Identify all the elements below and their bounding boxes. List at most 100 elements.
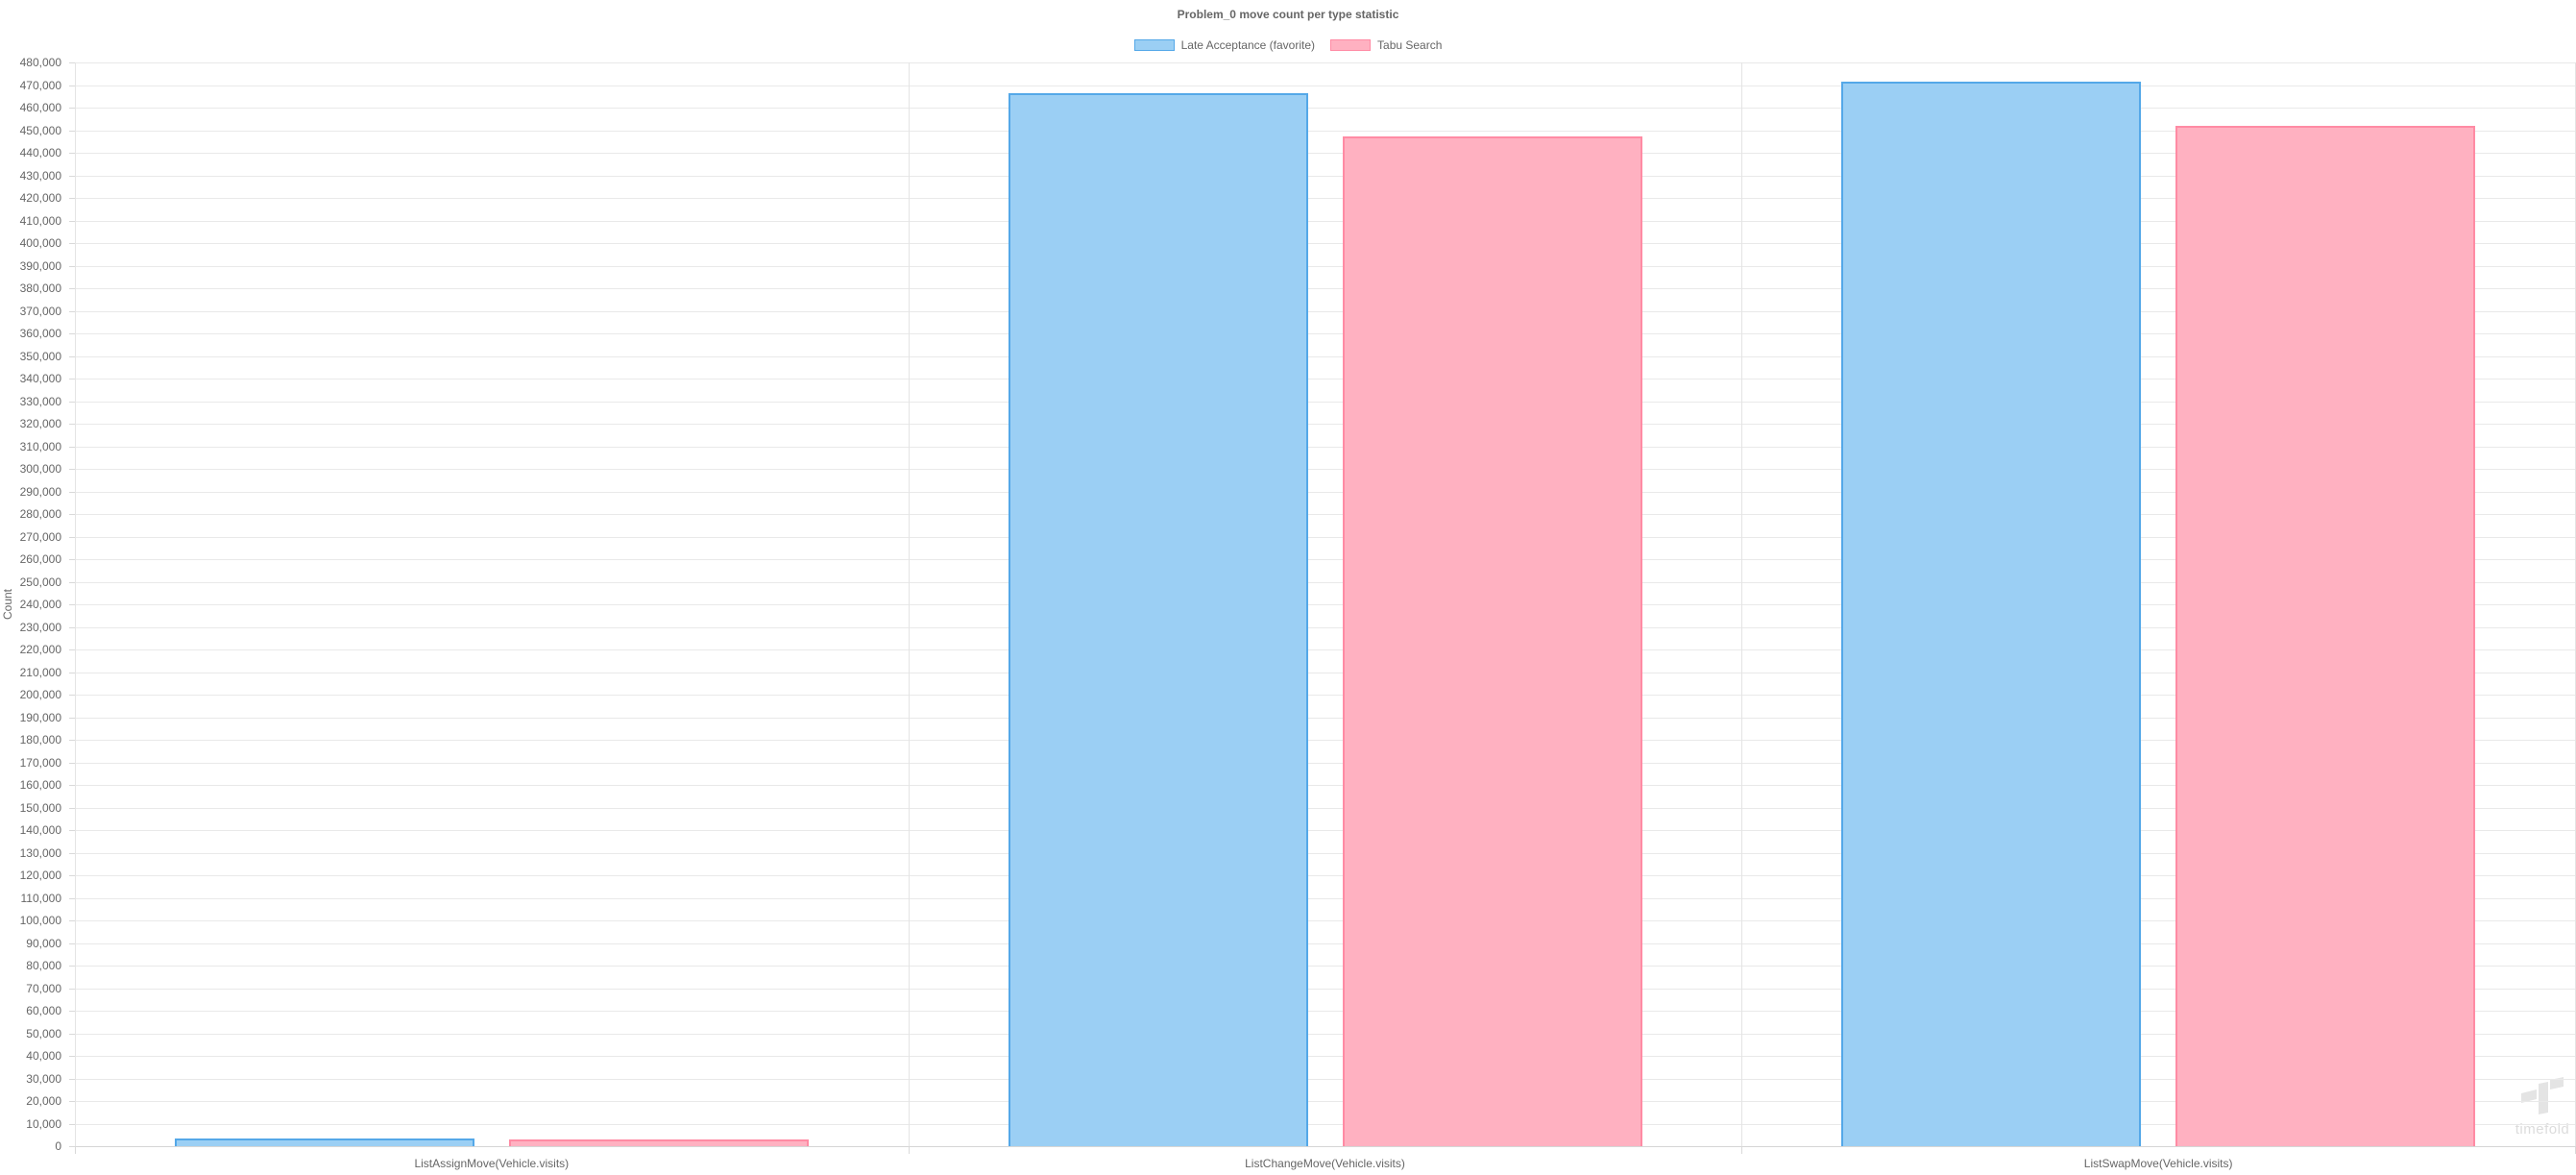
y-gridline xyxy=(75,491,2575,493)
y-gridline xyxy=(75,559,2575,560)
y-gridline xyxy=(75,785,2575,786)
y-tick-mark xyxy=(69,446,75,448)
x-tick-mark xyxy=(908,1146,910,1154)
y-axis-tick-label: 250,000 xyxy=(19,575,61,589)
y-axis-tick-label: 240,000 xyxy=(19,598,61,611)
y-tick-mark xyxy=(69,333,75,334)
bar-late-acceptance[interactable] xyxy=(1008,92,1308,1146)
y-axis-tick-label: 400,000 xyxy=(19,236,61,250)
legend-item-late-acceptance[interactable]: Late Acceptance (favorite) xyxy=(1133,38,1316,52)
y-axis-tick-label: 90,000 xyxy=(26,936,61,950)
y-axis-tick-label: 230,000 xyxy=(19,620,61,634)
chart-title: Problem_0 move count per type statistic xyxy=(1177,8,1399,21)
y-axis-tick-label: 170,000 xyxy=(19,755,61,770)
bar-tabu-search[interactable] xyxy=(2175,125,2476,1146)
y-gridline xyxy=(75,920,2575,921)
y-tick-mark xyxy=(69,581,75,583)
y-gridline xyxy=(75,108,2575,109)
y-tick-mark xyxy=(69,875,75,876)
y-tick-mark xyxy=(69,1056,75,1057)
y-axis-tick-label: 20,000 xyxy=(26,1094,61,1108)
y-axis-tick-label: 270,000 xyxy=(19,529,61,544)
y-gridline xyxy=(75,717,2575,719)
y-axis-tick-label: 310,000 xyxy=(19,439,61,453)
y-tick-mark xyxy=(69,536,75,538)
y-gridline xyxy=(75,288,2575,289)
y-gridline xyxy=(75,1056,2575,1057)
y-gridline xyxy=(75,198,2575,199)
y-axis-tick-label: 390,000 xyxy=(19,258,61,273)
y-tick-mark xyxy=(69,649,75,650)
y-gridline xyxy=(75,265,2575,267)
bar-late-acceptance[interactable] xyxy=(174,1138,474,1146)
x-axis-label: ListSwapMove(Vehicle.visits) xyxy=(2083,1157,2233,1170)
y-gridline xyxy=(75,333,2575,334)
y-axis-tick-label: 370,000 xyxy=(19,304,61,318)
y-axis-tick-label: 190,000 xyxy=(19,710,61,724)
y-gridline xyxy=(75,897,2575,899)
x-axis-label: ListChangeMove(Vehicle.visits) xyxy=(1245,1157,1405,1170)
y-gridline xyxy=(75,1146,2575,1147)
y-tick-mark xyxy=(69,1033,75,1035)
y-gridline xyxy=(75,762,2575,764)
y-tick-mark xyxy=(69,153,75,154)
y-gridline xyxy=(75,1101,2575,1102)
bar-late-acceptance[interactable] xyxy=(1841,81,2142,1146)
y-gridline xyxy=(75,446,2575,448)
y-gridline xyxy=(75,1078,2575,1080)
y-axis-tick-label: 480,000 xyxy=(19,56,61,69)
y-tick-mark xyxy=(69,1011,75,1012)
x-tick-mark xyxy=(1741,1146,1743,1154)
y-axis-tick-label: 200,000 xyxy=(19,688,61,701)
y-gridline xyxy=(75,401,2575,403)
y-axis-tick-label: 120,000 xyxy=(19,869,61,882)
y-gridline xyxy=(75,62,2575,63)
y-gridline xyxy=(75,1011,2575,1012)
y-axis-tick-label: 100,000 xyxy=(19,914,61,927)
y-axis-tick-label: 50,000 xyxy=(26,1026,61,1040)
y-tick-mark xyxy=(69,1078,75,1080)
y-gridline xyxy=(75,807,2575,809)
y-axis-tick-label: 260,000 xyxy=(19,552,61,566)
y-tick-mark xyxy=(69,310,75,312)
y-tick-mark xyxy=(69,243,75,244)
y-gridline xyxy=(75,626,2575,628)
y-tick-mark xyxy=(69,1123,75,1125)
y-gridline xyxy=(75,220,2575,222)
y-tick-mark xyxy=(69,1101,75,1102)
y-axis-tick-label: 210,000 xyxy=(19,665,61,679)
bar-tabu-search[interactable] xyxy=(1342,135,1642,1146)
y-axis-tick-label: 70,000 xyxy=(26,981,61,995)
y-tick-mark xyxy=(69,559,75,560)
y-tick-mark xyxy=(69,604,75,605)
y-gridline xyxy=(75,469,2575,470)
legend-label: Tabu Search xyxy=(1377,38,1443,52)
y-axis-tick-label: 450,000 xyxy=(19,123,61,137)
legend-label: Late Acceptance (favorite) xyxy=(1180,38,1316,52)
x-gridline xyxy=(1741,62,1743,1146)
y-tick-mark xyxy=(69,830,75,831)
legend-swatch-icon xyxy=(1133,39,1175,51)
y-axis-tick-label: 60,000 xyxy=(26,1004,61,1017)
y-axis-tick-label: 360,000 xyxy=(19,327,61,340)
y-axis-tick-label: 150,000 xyxy=(19,800,61,815)
y-tick-mark xyxy=(69,626,75,628)
y-gridline xyxy=(75,243,2575,244)
legend-item-tabu-search[interactable]: Tabu Search xyxy=(1330,38,1442,52)
y-tick-mark xyxy=(69,966,75,967)
y-axis-tick-label: 30,000 xyxy=(26,1071,61,1086)
y-axis-tick-label: 110,000 xyxy=(20,891,62,905)
watermark: timefold xyxy=(2509,1076,2576,1138)
y-axis-tick-label: 80,000 xyxy=(26,959,61,972)
bar-tabu-search[interactable] xyxy=(508,1139,809,1146)
x-axis-label: ListAssignMove(Vehicle.visits) xyxy=(414,1157,570,1170)
y-axis-tick-label: 320,000 xyxy=(19,417,61,430)
y-gridline xyxy=(75,852,2575,854)
y-tick-mark xyxy=(69,695,75,696)
y-axis-tick-label: 160,000 xyxy=(19,778,61,792)
y-tick-mark xyxy=(69,424,75,425)
y-axis-tick-label: 410,000 xyxy=(19,213,61,228)
watermark-text: timefold xyxy=(2515,1121,2570,1138)
y-axis-tick-label: 440,000 xyxy=(19,146,61,159)
